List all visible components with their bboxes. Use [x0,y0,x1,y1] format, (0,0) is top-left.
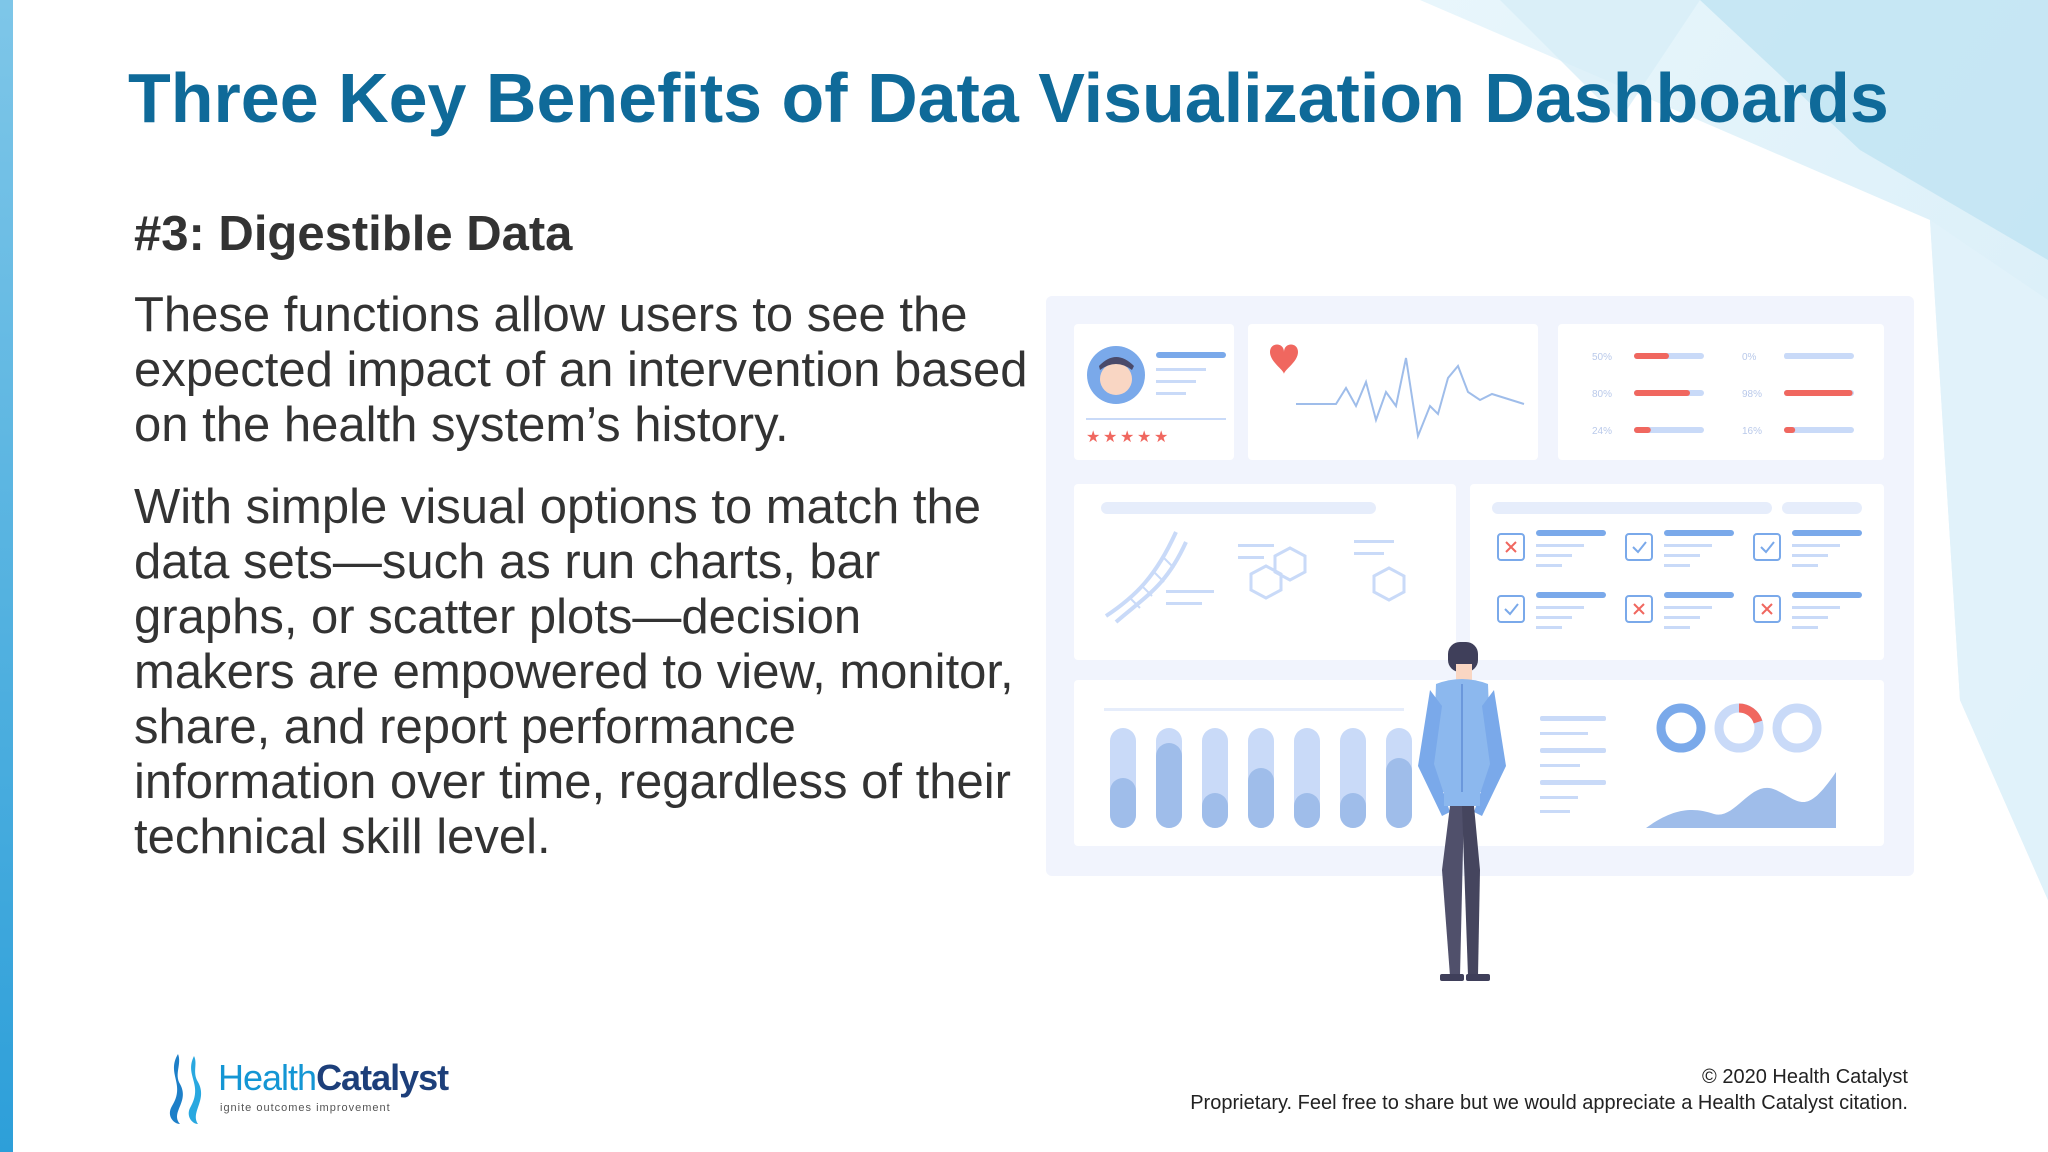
star-icon: ★ [1103,427,1117,446]
check-box-icon [1753,533,1781,561]
section-heading: #3: Digestible Data [134,207,573,261]
dashboard-illustration: ★ ★ ★ ★ ★ 50%80%24%0%98%16% [1046,296,1914,981]
progress-label: 80% [1592,389,1612,400]
progress-rows: 50% 80% 24% 0% 98% 16% [1592,352,1854,437]
footer: © 2020 Health Catalyst Proprietary. Feel… [1190,1064,1908,1116]
proprietary-notice: Proprietary. Feel free to share but we w… [1190,1092,1908,1114]
donut-chart-3 [1772,703,1822,753]
bar-fill [1156,743,1182,828]
progress-fill [1634,427,1651,433]
dna-card [1074,484,1456,660]
star-icon: ★ [1154,427,1168,446]
flame-logo-icon [169,1054,202,1124]
progress-label: 0% [1742,352,1757,363]
body-paragraph-2: With simple visual options to match the … [134,480,1014,864]
rating-stars: ★ ★ ★ ★ ★ [1086,427,1168,446]
progress-label: 98% [1742,389,1762,400]
progress-label: 16% [1742,426,1762,437]
cross-box-icon [1625,595,1653,623]
progress-label: 50% [1592,352,1612,363]
bar-fill [1386,758,1412,828]
star-icon: ★ [1137,427,1151,446]
bar-chart-bars [1110,728,1412,828]
bar-fill [1202,793,1228,828]
bar-fill [1340,793,1366,828]
check-box-icon [1497,595,1525,623]
cross-box-icon [1753,595,1781,623]
progress-fill [1784,390,1853,396]
doctor-figure [1418,642,1506,981]
progress-fill [1634,390,1690,396]
copyright-text: © 2020 Health Catalyst [1702,1066,1908,1088]
progress-fill [1784,427,1796,433]
progress-label: 24% [1592,426,1612,437]
slide-title: Three Key Benefits of Data Visualization… [128,59,1889,137]
left-accent-bar [0,0,13,1152]
progress-fill [1634,353,1669,359]
health-catalyst-logo: HealthCatalyst ignite outcomes improveme… [160,1050,480,1130]
star-icon: ★ [1086,427,1100,446]
progress-card: 50% 80% 24% 0% 98% 16% [1558,324,1884,460]
area-chart [1646,772,1836,828]
checklist-card [1470,484,1884,660]
body-paragraph-1: These functions allow users to see the e… [134,288,1028,452]
heart-rate-card [1248,324,1538,460]
progress-fill [1784,353,1788,359]
progress-track [1784,427,1854,433]
bar-fill [1294,793,1320,828]
checklist-items [1497,530,1862,629]
logo-tagline: ignite outcomes improvement [220,1102,391,1114]
cross-box-icon [1497,533,1525,561]
check-box-icon [1625,533,1653,561]
donut-chart-1 [1656,703,1706,753]
heart-icon [1270,344,1298,374]
logo-wordmark: HealthCatalyst [218,1057,449,1098]
progress-track [1634,427,1704,433]
bar-fill [1110,778,1136,828]
profile-card: ★ ★ ★ ★ ★ [1074,324,1234,460]
bar-fill [1248,768,1274,828]
progress-track [1784,353,1854,359]
star-icon: ★ [1120,427,1134,446]
